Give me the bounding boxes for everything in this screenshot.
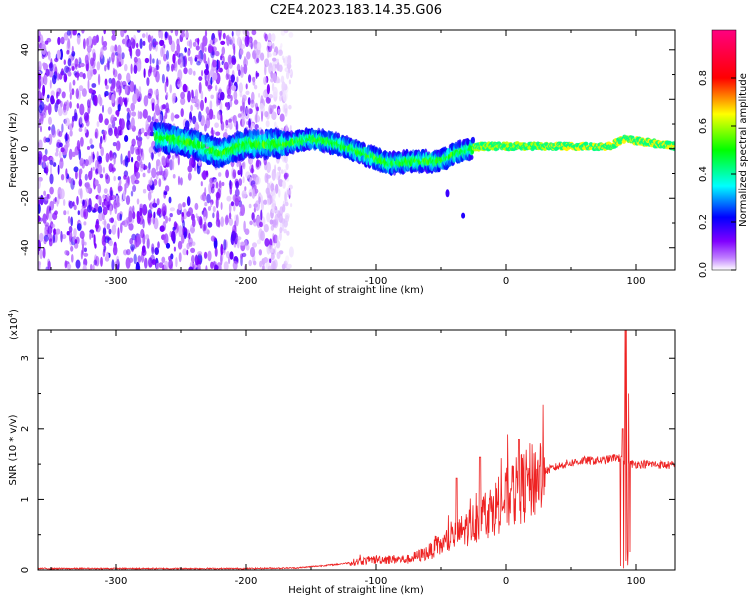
snr-x-tick-label: -200	[235, 576, 258, 587]
snr-x-tick-label: -100	[365, 576, 388, 587]
snr-x-tick-label: 100	[626, 576, 645, 587]
snr-y-multiplier-close: )	[9, 309, 20, 313]
heatmap-plot-frame	[37, 29, 676, 271]
heatmap-y-tick-label: 20	[20, 93, 31, 106]
heatmap-x-label: Height of straight line (km)	[288, 285, 424, 296]
heatmap-y-tick-label: 0	[20, 146, 31, 152]
snr-y-multiplier: (x104)	[7, 309, 20, 340]
colorbar-tick-label: 0.4	[698, 166, 709, 182]
colorbar-tick-label: 0.8	[698, 70, 709, 86]
colorbar-tick-label: 0.2	[698, 214, 709, 230]
colorbar-ticks: 0.0 0.2 0.4 0.6 0.8	[698, 70, 736, 278]
snr-y-tick-label: 1	[20, 496, 31, 502]
colorbar-label: Normalized spectral amplitude	[738, 73, 749, 227]
heatmap-x-tick-label: -300	[105, 276, 128, 287]
snr-x-label: Height of straight line (km)	[288, 585, 424, 596]
snr-y-tick-label: 3	[20, 355, 31, 361]
snr-y-multiplier-exp: 4	[7, 312, 15, 317]
colorbar-gradient	[711, 29, 737, 271]
heatmap-x-tick-label: 100	[626, 276, 645, 287]
heatmap-y-tick-label: -20	[20, 190, 31, 206]
snr-x-tick-label: -300	[105, 576, 128, 587]
heatmap-y-label: Frequency (Hz)	[8, 112, 19, 188]
heatmap-x-tick-label: 0	[503, 276, 509, 287]
snr-plot-frame	[37, 329, 676, 571]
colorbar: 0.0 0.2 0.4 0.6 0.8 Normalized spectral ampl…	[698, 29, 749, 278]
colorbar-tick-label: 0.6	[698, 118, 709, 134]
heatmap-cells	[38, 30, 675, 270]
figure-title: C2E4.2023.183.14.35.G06	[270, 3, 442, 18]
heatmap-x-tick-label: -100	[365, 276, 388, 287]
svg-text:(x104): (x104)	[7, 309, 20, 340]
colorbar-tick-label: 0.0	[698, 262, 709, 278]
snr-axes: -300 -200 -100 0 100 0 1 2 3	[20, 330, 675, 587]
snr-panel: -300 -200 -100 0 100 0 1 2 3 Height of straight …	[7, 309, 676, 596]
heatmap-y-tick-label: -40	[20, 240, 31, 256]
snr-y-tick-label: 2	[20, 426, 31, 432]
snr-y-tick-label: 0	[20, 567, 31, 573]
heatmap-x-tick-label: -200	[235, 276, 258, 287]
snr-y-multiplier-base: (x10	[9, 317, 20, 340]
snr-y-label: SNR (10 * v/v)	[8, 414, 19, 485]
heatmap-y-tick-label: 40	[20, 43, 31, 56]
snr-x-tick-label: 0	[503, 576, 509, 587]
snr-series-line	[38, 330, 675, 570]
